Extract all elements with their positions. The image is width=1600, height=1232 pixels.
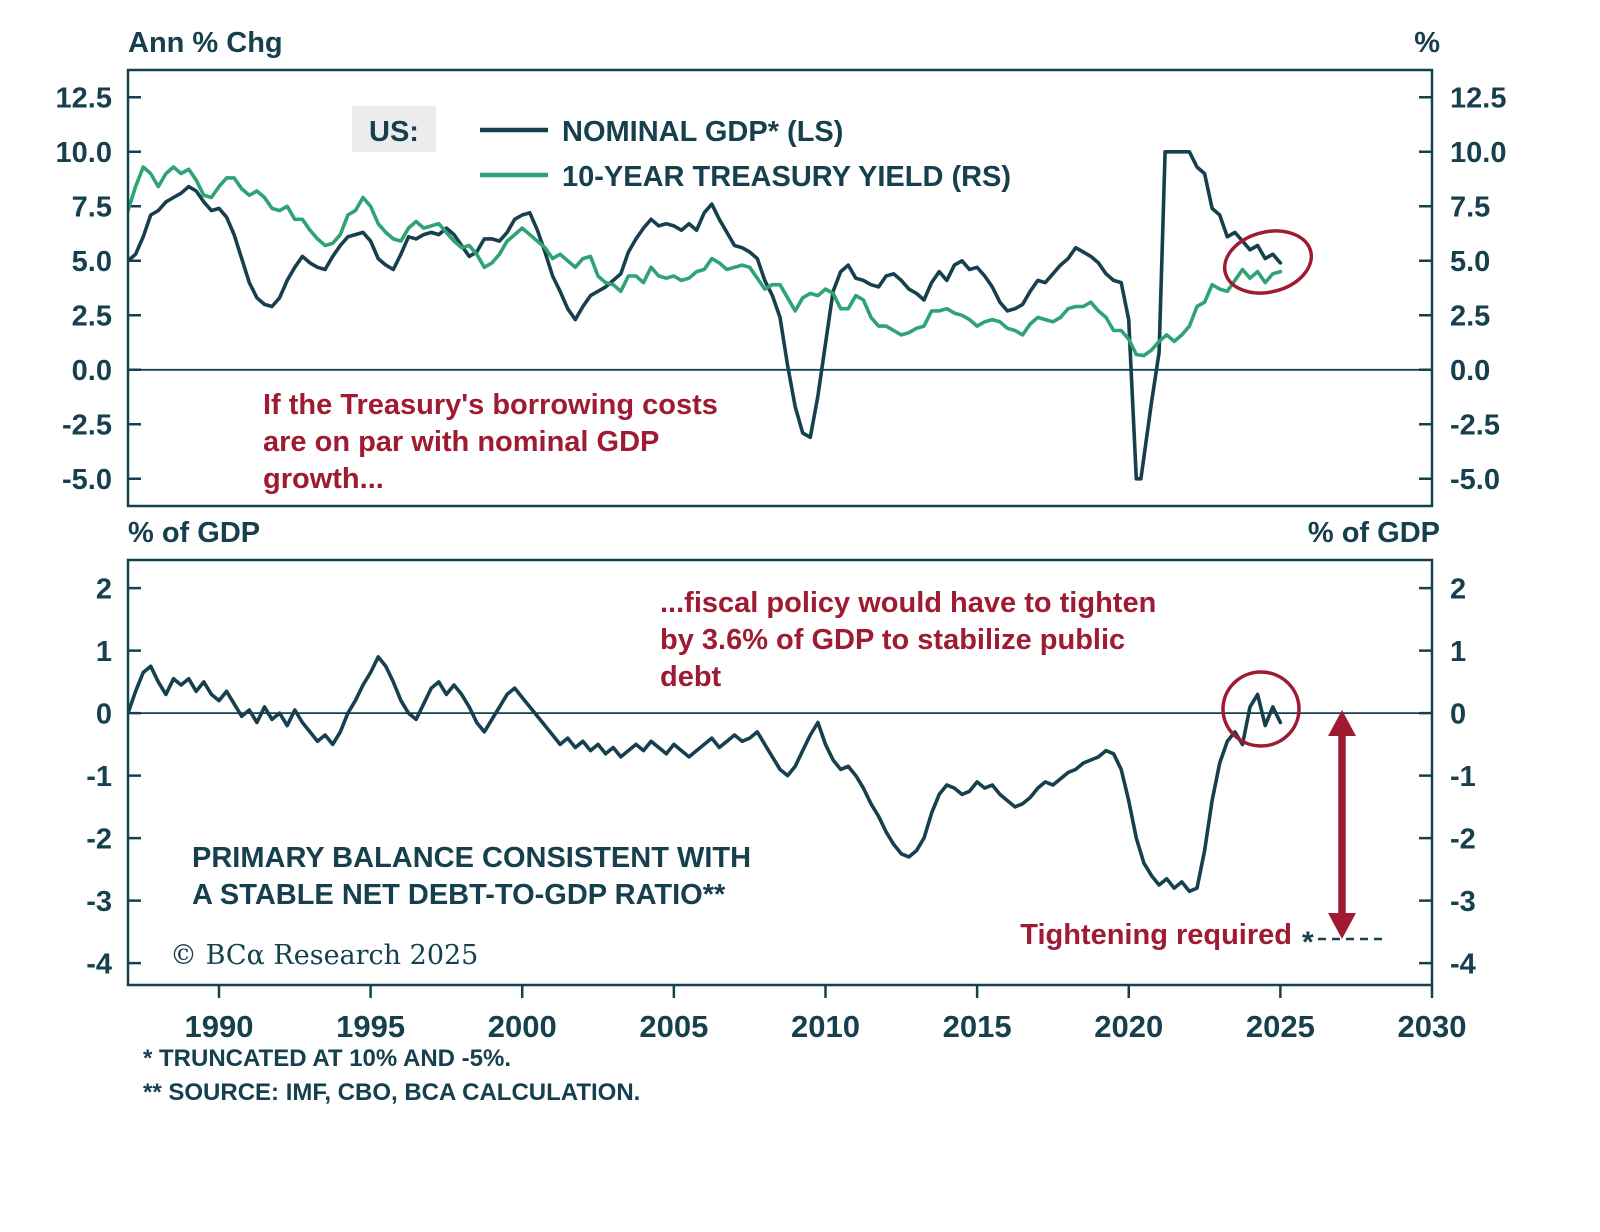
ytick-label-left: 7.5 <box>72 192 112 224</box>
xtick-label: 2030 <box>1398 1009 1467 1044</box>
ytick-label-left: 12.5 <box>56 83 112 115</box>
top-annotation-line-2: are on par with nominal GDP <box>263 426 659 458</box>
ytick-label-left: 1 <box>96 636 112 668</box>
top-annotation-line-1: If the Treasury's borrowing costs <box>263 389 718 421</box>
xtick-label: 1990 <box>184 1009 253 1044</box>
xtick-label: 2015 <box>943 1009 1012 1044</box>
series-line <box>128 165 1283 358</box>
bottom-ylabel-left: % of GDP <box>128 517 260 549</box>
bottom-annotation-line-3: debt <box>660 661 722 693</box>
p2-series <box>128 655 1283 894</box>
ytick-label-left: -2.5 <box>62 410 112 442</box>
ytick-label-left: 0.0 <box>72 355 112 387</box>
top-legend: US: NOMINAL GDP* (LS) 10-YEAR TREASURY Y… <box>352 106 1011 193</box>
ytick-label-right: 7.5 <box>1450 192 1490 224</box>
series-caption-line-1: PRIMARY BALANCE CONSISTENT WITH <box>192 842 751 874</box>
legend-region-box <box>352 106 436 152</box>
p1-axes: 12.5 12.5 10.0 10.0 7.5 7.5 5.0 5.0 2.5 2.5 0.0 0.0… <box>56 83 1507 497</box>
ytick-label-right: -2.5 <box>1450 410 1500 442</box>
bottom-annotation-line-2: by 3.6% of GDP to stabilize public <box>660 624 1125 656</box>
tightening-label: Tightening required <box>1020 919 1292 951</box>
ytick-label-right: 5.0 <box>1450 246 1490 278</box>
ytick-label-left: 0 <box>96 699 112 731</box>
tightening-arrowhead-up <box>1328 710 1356 736</box>
ytick-label-left: -3 <box>86 886 112 918</box>
ytick-label-left: -5.0 <box>62 464 112 496</box>
ytick-label-right: 10.0 <box>1450 137 1506 169</box>
ytick-label-left: -1 <box>86 761 112 793</box>
p1-series <box>128 150 1283 481</box>
series-line <box>128 150 1283 481</box>
top-panel-frame <box>126 68 1434 508</box>
top-annotation-line-3: growth... <box>263 463 384 495</box>
footnote-source: ** SOURCE: IMF, CBO, BCA CALCULATION. <box>143 1079 640 1106</box>
bottom-panel-frame <box>126 558 1434 987</box>
bottom-annotation-line-1: ...fiscal policy would have to tighten <box>660 587 1156 619</box>
legend-label-nominal-gdp: NOMINAL GDP* (LS) <box>562 116 843 148</box>
bottom-series-caption: PRIMARY BALANCE CONSISTENT WITH A STABLE… <box>192 842 751 911</box>
ytick-label-right: 0 <box>1450 699 1466 731</box>
bottom-ylabel-right: % of GDP <box>1308 517 1440 549</box>
ytick-label-right: 1 <box>1450 636 1466 668</box>
xtick-label: 2000 <box>488 1009 557 1044</box>
ytick-label-left: 10.0 <box>56 137 112 169</box>
xtick-label: 2025 <box>1246 1009 1315 1044</box>
ytick-label-left: -4 <box>86 949 112 981</box>
legend-region-label: US: <box>369 116 419 148</box>
ytick-label-left: 2.5 <box>72 301 112 333</box>
xtick-label: 2010 <box>791 1009 860 1044</box>
bottom-highlight-ellipse <box>1221 670 1301 748</box>
ytick-label-right: 2 <box>1450 574 1466 606</box>
tightening-annotation: Tightening required * <box>1020 670 1384 959</box>
top-highlight-ellipse <box>1222 229 1314 295</box>
ytick-label-right: 2.5 <box>1450 301 1490 333</box>
legend-label-treasury-yield: 10-YEAR TREASURY YIELD (RS) <box>562 161 1011 193</box>
series-caption-line-2: A STABLE NET DEBT-TO-GDP RATIO** <box>192 879 726 911</box>
top-ylabel-left: Ann % Chg <box>128 27 283 59</box>
tightening-arrowhead-down <box>1328 913 1356 939</box>
top-annotation: If the Treasury's borrowing costs are on… <box>263 389 718 495</box>
xtick-label: 2020 <box>1094 1009 1163 1044</box>
p2-axes: 2 2 1 1 0 0 -1 -1 -2 -2 -3 -3 -4 -4 1990 1995 2000 2005 20… <box>86 574 1476 1044</box>
footnote-truncation: * TRUNCATED AT 10% AND -5%. <box>143 1045 511 1072</box>
copyright-notice: © BCα Research 2025 <box>170 940 478 971</box>
ytick-label-right: -2 <box>1450 824 1476 856</box>
xtick-label: 1995 <box>336 1009 405 1044</box>
ytick-label-right: 0.0 <box>1450 355 1490 387</box>
ytick-label-right: 12.5 <box>1450 83 1506 115</box>
ytick-label-left: 5.0 <box>72 246 112 278</box>
ytick-label-left: -2 <box>86 824 112 856</box>
series-line <box>128 655 1283 894</box>
tightening-asterisk: * <box>1302 926 1314 959</box>
ytick-label-right: -4 <box>1450 949 1476 981</box>
ytick-label-right: -3 <box>1450 886 1476 918</box>
ytick-label-right: -1 <box>1450 761 1476 793</box>
top-ylabel-right: % <box>1414 27 1440 59</box>
ytick-label-right: -5.0 <box>1450 464 1500 496</box>
ytick-label-left: 2 <box>96 574 112 606</box>
bottom-annotation: ...fiscal policy would have to tighten b… <box>660 587 1156 693</box>
xtick-label: 2005 <box>639 1009 708 1044</box>
